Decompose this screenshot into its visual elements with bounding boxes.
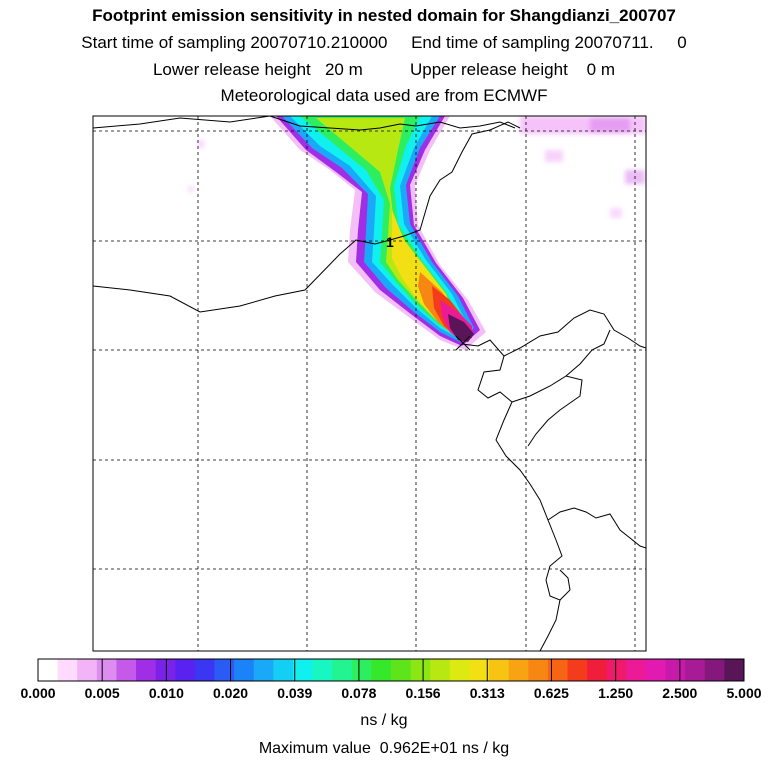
colorbar-tick-label: 0.039: [277, 685, 313, 701]
coast-bohai: [461, 339, 563, 651]
colorbar-tick-label: 5.000: [726, 685, 762, 701]
colorbar-cell: [449, 659, 470, 681]
colorbar-tick-label: 0.625: [533, 685, 569, 701]
colorbar-tick-label: 0.078: [341, 685, 377, 701]
coastlines: [93, 116, 646, 651]
border-mongolia: [93, 121, 521, 313]
colorbar-tick-label: 2.500: [662, 685, 698, 701]
colorbar-cell: [351, 659, 372, 681]
colorbar-cell: [253, 659, 274, 681]
colorbar-cell: [704, 659, 725, 681]
colorbar-cell: [410, 659, 431, 681]
colorbar-tick-label: 0.313: [469, 685, 505, 701]
colorbar-units: ns / kg: [360, 712, 408, 729]
colorbar-tick-label: 0.000: [20, 685, 56, 701]
footprint-plume: [270, 116, 486, 350]
colorbar-cell: [469, 659, 490, 681]
colorbar-cell: [57, 659, 78, 681]
colorbar-cell: [175, 659, 196, 681]
colorbar-cell: [38, 659, 59, 681]
colorbar-cell: [292, 659, 314, 681]
colorbar-cell: [332, 659, 353, 681]
border-north: [93, 116, 516, 131]
colorbar-cell: [528, 659, 549, 681]
colorbar-cell: [685, 659, 706, 681]
colorbar-cell: [645, 659, 667, 681]
coast-peninsula: [511, 375, 583, 447]
colorbar-tick-label: 1.250: [598, 685, 634, 701]
colorbar-cell: [665, 659, 686, 681]
colorbar-cell: [155, 659, 176, 681]
colorbar-cell: [136, 659, 157, 681]
colorbar-cell: [508, 659, 529, 681]
sampling-times: Start time of sampling 20070710.210000 E…: [81, 33, 687, 52]
maximum-value: Maximum value 0.962E+01 ns / kg: [258, 740, 510, 757]
colorbar-cell: [77, 659, 98, 681]
release-heights: Lower release height 20 m Upper release …: [152, 60, 616, 79]
colorbar-cell: [391, 659, 412, 681]
lat-lon-grid: [93, 116, 646, 651]
chart-title: Footprint emission sensitivity in nested…: [92, 6, 676, 25]
colorbar-tick-label: 0.005: [84, 685, 120, 701]
coast-islands: [559, 569, 571, 601]
colorbar-cell: [547, 659, 568, 681]
faint-sensitivity-patches: [188, 116, 646, 218]
receptor-label: 1: [386, 234, 394, 250]
colorbar-cell: [312, 659, 333, 681]
colorbar-cell: [194, 659, 215, 681]
colorbar-tick-label: 0.156: [405, 685, 441, 701]
coast-liaoning: [503, 309, 646, 357]
colorbar-cell: [116, 659, 137, 681]
colorbar-tick-label: 0.010: [148, 685, 184, 701]
colorbar-cell: [371, 659, 392, 681]
colorbar-cell: [626, 659, 647, 681]
colorbar-cell: [587, 659, 608, 681]
colorbar-cell: [606, 659, 627, 681]
colorbar-cell: [96, 659, 117, 681]
colorbar-cell: [273, 659, 294, 681]
colorbar-tick-label: 0.020: [213, 685, 249, 701]
colorbar-cell: [724, 659, 745, 681]
colorbar-cell: [489, 659, 510, 681]
colorbar-cell: [234, 659, 255, 681]
colorbar-cell: [567, 659, 588, 681]
colorbar-frame: [37, 658, 745, 682]
colorbar-cell: [430, 659, 451, 681]
colorbar-cell: [214, 659, 235, 681]
met-data-source: Meteorological data used are from ECMWF: [220, 86, 548, 105]
plume-band-dark: [448, 314, 474, 342]
colorbar-cells: [38, 659, 745, 681]
map-frame: [92, 115, 647, 652]
release-marker: 1: [386, 234, 471, 351]
